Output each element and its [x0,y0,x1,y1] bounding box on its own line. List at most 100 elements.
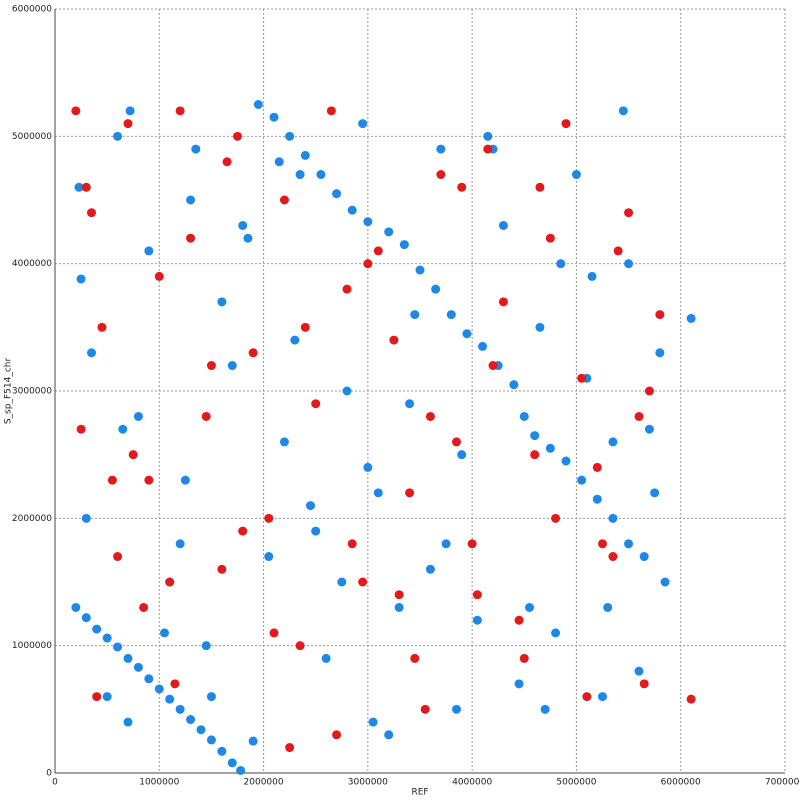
point [154,684,164,694]
point [92,692,102,702]
point [478,341,488,351]
point [87,348,96,358]
point [660,577,670,587]
point [186,233,196,243]
point [123,717,133,727]
point [358,119,368,129]
point [587,271,597,281]
point [248,736,258,746]
point [420,704,430,714]
point [139,602,149,612]
x-axis-label: REF [411,788,428,798]
point [227,758,237,768]
point [269,112,279,122]
point [384,730,394,740]
point [394,590,404,600]
point [274,157,284,167]
point [650,488,660,498]
point [519,411,529,421]
point [238,220,248,230]
point [624,208,634,218]
point [165,694,175,704]
point [227,361,237,371]
point [71,106,81,116]
y-tick-label: 0 [46,769,52,779]
point [603,602,613,612]
point [509,380,519,390]
point [125,106,135,116]
y-tick-label: 4000000 [12,259,52,269]
point [295,641,305,651]
point [618,106,628,116]
point [608,552,618,562]
point [399,240,409,250]
point [535,182,545,192]
point [144,246,154,256]
point [123,119,133,129]
point [196,725,206,735]
point [472,590,482,600]
point [128,450,138,460]
point [201,411,211,421]
point [206,692,216,702]
point [598,539,607,549]
point [535,322,545,332]
point [425,411,435,421]
x-tick-label: 7000000 [765,778,800,788]
point [279,437,289,447]
point [373,488,383,498]
point [425,564,435,574]
point [71,602,81,612]
point [160,628,169,638]
point [644,386,654,396]
point [102,633,112,643]
point [571,170,581,180]
y-axis-label: S_sp_F514_chr [4,358,14,425]
point [306,501,315,511]
point [514,679,524,689]
point [113,552,123,562]
point [488,361,498,371]
point [175,539,185,549]
point [613,246,623,256]
point [165,577,175,587]
point [316,170,326,180]
point [81,613,91,623]
point [410,310,420,320]
point [269,628,279,638]
point [415,265,425,275]
point [133,662,143,672]
x-tick-label: 1000000 [139,778,179,788]
point [519,653,529,663]
point [154,271,164,281]
point [551,513,561,523]
point [624,259,634,269]
point [347,539,357,549]
point [191,144,201,154]
point [639,552,649,562]
point [608,513,618,523]
point [248,348,258,358]
point [655,310,665,320]
point [363,217,373,227]
point [363,259,373,269]
point [634,411,644,421]
point [236,765,246,775]
point [525,602,534,612]
point [279,195,289,205]
x-tick-label: 4000000 [452,778,492,788]
point [394,602,404,612]
point [530,450,540,460]
point [206,361,216,371]
point [133,411,143,421]
point [107,475,117,485]
point [457,450,467,460]
point [285,131,295,141]
point [347,205,357,215]
point [472,615,482,625]
point [123,653,133,663]
point [175,704,185,714]
point [405,399,415,409]
point [76,424,86,434]
point [686,694,696,704]
